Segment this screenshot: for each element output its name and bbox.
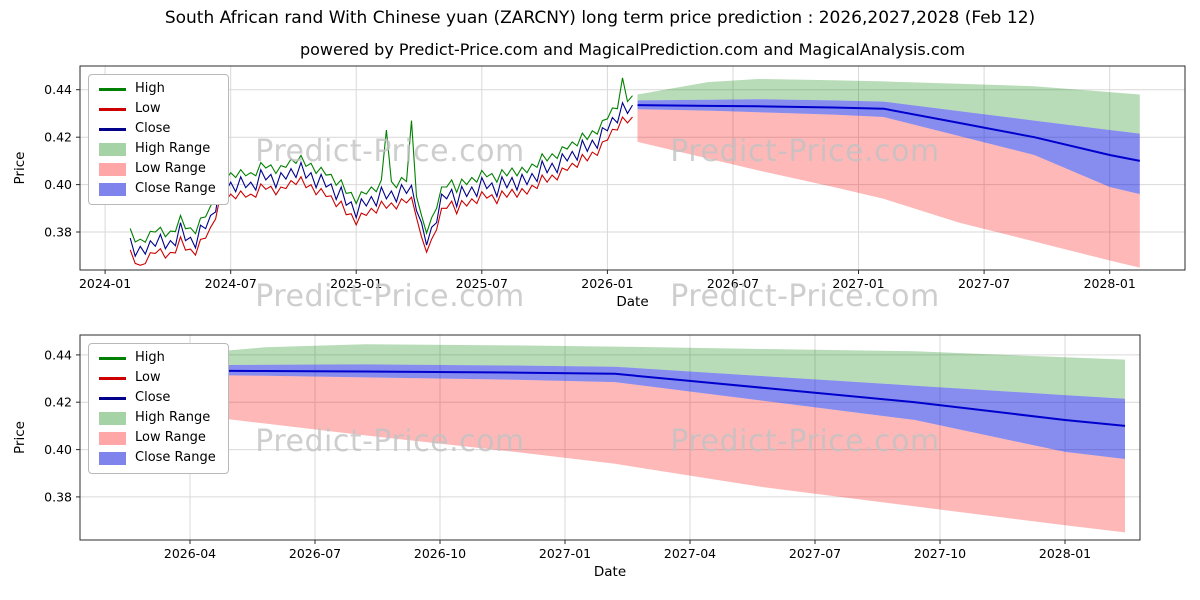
x-tick-label: 2027-01	[539, 546, 591, 561]
legend-item-low-range: Low Range	[99, 429, 216, 446]
legend-label: High	[135, 350, 165, 365]
high-range-band	[125, 344, 1125, 399]
powered-by-subtitle: powered by Predict-Price.com and Magical…	[299, 40, 966, 59]
y-tick-label: 0.42	[44, 130, 72, 145]
legend-item-close: Close	[99, 120, 216, 137]
x-tick-label: 2025-07	[456, 276, 508, 291]
legend-item-high: High	[99, 81, 216, 97]
y-axis-label: Price	[12, 421, 28, 454]
history-and-forecast-chart: 2024-01 2024-07 2025-01 2025-07 2026-01 2026-…	[12, 65, 1186, 310]
legend-label: Low	[135, 369, 161, 385]
y-tick-label: 0.38	[44, 489, 72, 504]
legend-item-close-range: Close Range	[99, 180, 216, 197]
y-tick-label: 0.38	[44, 225, 72, 240]
y-tick-label: 0.44	[44, 347, 72, 362]
close-range-band	[637, 99, 1140, 195]
x-tick-label: 2027-01	[832, 276, 884, 291]
plot-border	[79, 334, 1141, 541]
plot-border	[79, 65, 1186, 271]
legend-label: Close	[135, 389, 171, 405]
legend-patch-swatch	[99, 182, 126, 196]
legend-item-low-range: Low Range	[99, 160, 216, 177]
legend-patch-swatch	[99, 411, 126, 425]
close-line	[129, 101, 633, 258]
legend-item-high-range: High Range	[99, 409, 216, 426]
x-tick-label: 2028-01	[1039, 546, 1091, 561]
low-range-band	[637, 109, 1140, 268]
y-tick-label: 0.44	[44, 82, 72, 97]
legend-item-high: High	[99, 350, 216, 366]
x-tick-label: 2026-10	[414, 546, 466, 561]
forecast-close-line	[124, 369, 1126, 427]
legend-line-swatch	[99, 108, 126, 111]
legend-item-low: Low	[99, 100, 216, 117]
legend-label: Close Range	[135, 449, 216, 465]
legend-label: Close	[135, 120, 171, 136]
legend-line-swatch	[99, 377, 126, 380]
x-tick-label: 2024-07	[205, 276, 257, 291]
legend-label: Low Range	[135, 160, 206, 176]
page-title: South African rand With Chinese yuan (ZA…	[164, 8, 1036, 28]
legend-line-swatch	[99, 128, 126, 131]
x-tick-label: 2024-01	[79, 276, 131, 291]
legend-line-swatch	[99, 397, 126, 400]
x-axis-label: Date	[594, 564, 626, 580]
legend-item-close: Close	[99, 389, 216, 406]
legend-label: High Range	[135, 140, 211, 156]
x-tick-label: 2027-07	[789, 546, 841, 561]
x-tick-label: 2026-01	[581, 276, 633, 291]
x-tick-label: 2026-07	[707, 276, 759, 291]
x-tick-label: 2028-01	[1084, 276, 1136, 291]
x-tick-label: 2027-04	[664, 546, 716, 561]
low-line	[129, 115, 633, 266]
y-tick-label: 0.40	[44, 177, 72, 192]
legend-label: Close Range	[135, 180, 216, 196]
legend-patch-swatch	[99, 451, 126, 465]
legend-line-swatch	[99, 357, 126, 360]
y-tick-label: 0.40	[44, 442, 72, 457]
high-range-band	[637, 79, 1140, 134]
low-range-band	[125, 374, 1125, 533]
legend-item-close-range: Close Range	[99, 449, 216, 466]
legend-top-chart: High Low Close High Range Low Range Close Ran…	[88, 74, 229, 205]
x-tick-label: 2025-01	[330, 276, 382, 291]
legend-patch-swatch	[99, 431, 126, 445]
y-axis-label: Price	[12, 152, 28, 185]
legend-label: Low	[135, 100, 161, 116]
legend-bottom-chart: High Low Close High Range Low Range Close Ran…	[88, 343, 229, 474]
forecast-detail-chart: 2026-04 2026-07 2026-10 2027-01 2027-04 2027-…	[12, 334, 1141, 580]
close-range-band	[125, 364, 1125, 459]
x-axis-label: Date	[616, 294, 648, 310]
legend-line-swatch	[99, 88, 126, 91]
legend-label: High Range	[135, 409, 211, 425]
legend-patch-swatch	[99, 162, 126, 176]
legend-label: High	[135, 81, 165, 96]
x-tick-label: 2026-04	[164, 546, 216, 561]
legend-label: Low Range	[135, 429, 206, 445]
legend-item-high-range: High Range	[99, 140, 216, 157]
x-tick-label: 2027-10	[914, 546, 966, 561]
x-tick-label: 2027-07	[958, 276, 1010, 291]
legend-patch-swatch	[99, 142, 126, 156]
legend-item-low: Low	[99, 369, 216, 386]
x-tick-label: 2026-07	[289, 546, 341, 561]
y-tick-label: 0.42	[44, 395, 72, 410]
forecast-close-line	[637, 104, 1140, 162]
